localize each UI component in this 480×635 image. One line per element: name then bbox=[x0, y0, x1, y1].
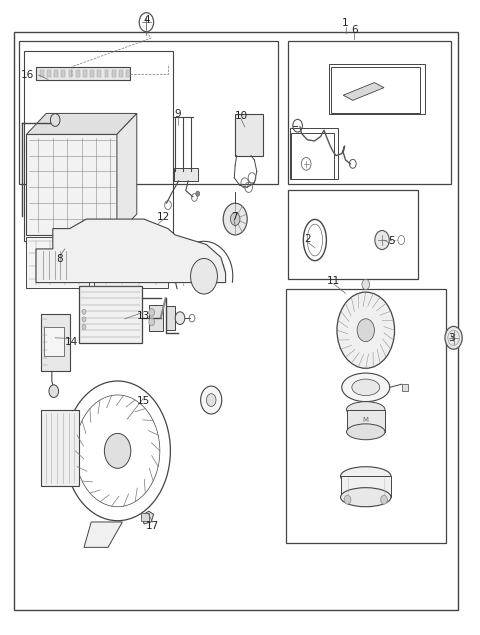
Text: 10: 10 bbox=[234, 110, 248, 121]
Polygon shape bbox=[117, 114, 137, 235]
Circle shape bbox=[201, 386, 222, 414]
Circle shape bbox=[375, 231, 389, 250]
Circle shape bbox=[445, 326, 462, 349]
Bar bbox=[79, 286, 142, 343]
Bar bbox=[54, 70, 58, 77]
Bar bbox=[288, 41, 451, 184]
Text: 12: 12 bbox=[156, 212, 170, 222]
Circle shape bbox=[337, 292, 395, 368]
Bar bbox=[44, 327, 64, 356]
Text: 16: 16 bbox=[21, 70, 35, 80]
Text: 17: 17 bbox=[146, 521, 159, 531]
Text: 3: 3 bbox=[448, 333, 455, 343]
Bar bbox=[291, 133, 334, 179]
Bar bbox=[41, 314, 70, 371]
Bar bbox=[341, 476, 391, 497]
Circle shape bbox=[149, 309, 155, 316]
Circle shape bbox=[196, 191, 200, 196]
Polygon shape bbox=[26, 114, 137, 135]
Bar bbox=[76, 70, 80, 77]
Bar bbox=[112, 70, 116, 77]
Bar bbox=[47, 70, 51, 77]
Bar bbox=[94, 237, 168, 288]
Bar bbox=[24, 51, 173, 241]
Bar bbox=[105, 70, 108, 77]
Text: 11: 11 bbox=[327, 276, 340, 286]
Bar bbox=[40, 70, 44, 77]
Circle shape bbox=[149, 318, 155, 326]
Text: 2: 2 bbox=[304, 234, 311, 244]
Circle shape bbox=[104, 434, 131, 469]
Bar bbox=[19, 41, 278, 184]
Ellipse shape bbox=[347, 424, 385, 439]
Ellipse shape bbox=[342, 373, 390, 402]
Text: 4: 4 bbox=[143, 15, 150, 25]
Circle shape bbox=[344, 495, 351, 504]
Ellipse shape bbox=[341, 467, 391, 486]
Bar bbox=[36, 67, 130, 80]
Circle shape bbox=[230, 213, 240, 225]
Bar bbox=[119, 70, 123, 77]
Bar bbox=[288, 190, 418, 279]
Text: 9: 9 bbox=[174, 109, 181, 119]
Circle shape bbox=[82, 324, 86, 330]
Bar bbox=[69, 70, 72, 77]
Bar bbox=[90, 70, 94, 77]
Circle shape bbox=[175, 312, 185, 324]
Text: 7: 7 bbox=[231, 212, 238, 222]
Bar bbox=[347, 410, 385, 432]
Text: 5: 5 bbox=[388, 236, 395, 246]
Bar bbox=[235, 114, 263, 156]
Bar bbox=[286, 289, 446, 543]
Circle shape bbox=[191, 258, 217, 294]
Bar bbox=[41, 410, 79, 486]
Bar bbox=[97, 70, 101, 77]
Bar bbox=[329, 64, 425, 114]
Polygon shape bbox=[84, 522, 122, 547]
Circle shape bbox=[82, 309, 86, 314]
Text: 14: 14 bbox=[64, 337, 78, 347]
Polygon shape bbox=[142, 511, 154, 524]
Text: 8: 8 bbox=[57, 254, 63, 264]
Text: 1: 1 bbox=[342, 18, 349, 29]
Ellipse shape bbox=[352, 379, 380, 396]
Bar bbox=[149, 305, 163, 331]
Bar bbox=[331, 67, 420, 113]
Bar bbox=[174, 168, 198, 181]
Bar bbox=[402, 384, 408, 391]
Ellipse shape bbox=[341, 488, 391, 507]
Circle shape bbox=[206, 394, 216, 406]
Text: M: M bbox=[363, 417, 369, 424]
Text: 6: 6 bbox=[351, 25, 358, 35]
Text: 13: 13 bbox=[136, 311, 150, 321]
Circle shape bbox=[362, 279, 370, 290]
Polygon shape bbox=[343, 83, 384, 100]
Bar bbox=[83, 70, 87, 77]
Bar bbox=[166, 306, 175, 330]
Bar bbox=[141, 513, 149, 521]
Text: 15: 15 bbox=[136, 396, 150, 406]
Ellipse shape bbox=[347, 402, 385, 418]
Bar bbox=[61, 70, 65, 77]
Circle shape bbox=[381, 495, 387, 504]
Circle shape bbox=[49, 385, 59, 398]
Bar bbox=[26, 135, 117, 235]
Polygon shape bbox=[36, 219, 226, 283]
Bar bbox=[290, 128, 338, 179]
Circle shape bbox=[357, 319, 374, 342]
Circle shape bbox=[82, 317, 86, 322]
Bar bbox=[126, 70, 130, 77]
Bar bbox=[26, 237, 89, 288]
Circle shape bbox=[223, 203, 247, 235]
